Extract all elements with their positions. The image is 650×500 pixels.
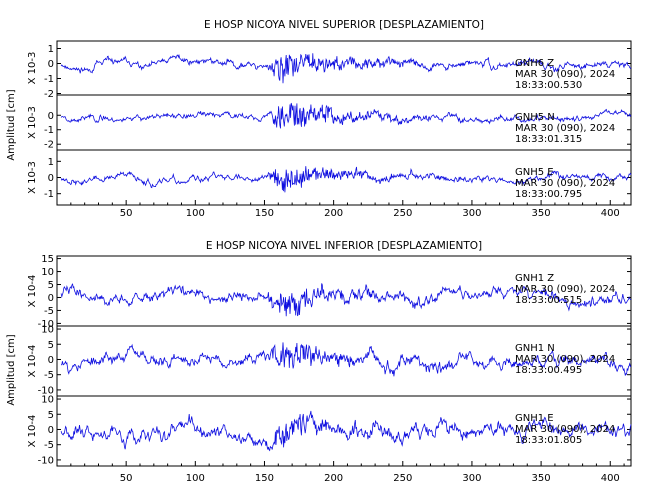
- waveform-line: [60, 53, 632, 84]
- station-label: GNH1 E: [515, 413, 554, 424]
- y-tick-label: 10: [41, 325, 54, 336]
- station-label: GNH5 N: [515, 112, 555, 123]
- time-label: 18:33:00.530: [515, 80, 582, 91]
- x-tick-label: 250: [393, 473, 412, 484]
- y-tick-label: 15: [41, 254, 54, 265]
- y-tick-label: 5: [48, 410, 54, 421]
- y-tick-label: 0: [48, 111, 54, 122]
- y-tick-label: -10: [38, 385, 54, 396]
- y-tick-label: -1: [44, 189, 54, 200]
- panel-title: E HOSP NICOYA NIVEL SUPERIOR [DESPLAZAMI…: [204, 19, 484, 31]
- scale-label: X 10-3: [27, 106, 38, 139]
- waveform-line: [60, 166, 632, 193]
- panel-title: E HOSP NICOYA NIVEL INFERIOR [DESPLAZAMI…: [206, 240, 482, 252]
- waveform-line: [61, 342, 632, 377]
- y-tick-label: -1: [44, 125, 54, 136]
- date-label: MAR 30 (090), 2024: [515, 424, 615, 435]
- x-tick-label: 350: [532, 208, 551, 219]
- station-label: GNH1 N: [515, 343, 555, 354]
- waveform-line: [60, 102, 632, 129]
- x-tick-label: 150: [255, 473, 274, 484]
- date-label: MAR 30 (090), 2024: [515, 178, 615, 189]
- waveform-line: [60, 410, 632, 452]
- date-label: MAR 30 (090), 2024: [515, 123, 615, 134]
- date-label: MAR 30 (090), 2024: [515, 354, 615, 365]
- y-axis-label: Amplitud [cm]: [6, 89, 17, 160]
- y-tick-label: 10: [41, 267, 54, 278]
- x-tick-label: 400: [601, 208, 620, 219]
- time-label: 18:33:00.795: [515, 189, 582, 200]
- y-tick-label: -5: [44, 440, 54, 451]
- y-tick-label: 5: [48, 340, 54, 351]
- x-tick-label: 350: [532, 473, 551, 484]
- y-tick-label: 5: [48, 280, 54, 291]
- panel-superior: E HOSP NICOYA NIVEL SUPERIOR [DESPLAZAMI…: [6, 19, 632, 219]
- y-tick-label: 10: [41, 395, 54, 406]
- y-tick-label: 0: [48, 425, 54, 436]
- y-tick-label: 0: [48, 173, 54, 184]
- station-label: GNH6 Z: [515, 58, 554, 69]
- x-tick-label: 300: [462, 473, 481, 484]
- scale-label: X 10-3: [27, 161, 38, 194]
- y-tick-label: 0: [48, 59, 54, 70]
- y-tick-label: -5: [44, 370, 54, 381]
- y-tick-label: -5: [44, 306, 54, 317]
- y-tick-label: -10: [38, 319, 54, 330]
- x-tick-label: 50: [120, 473, 133, 484]
- y-tick-label: -2: [44, 89, 54, 100]
- x-tick-label: 100: [186, 208, 205, 219]
- date-label: MAR 30 (090), 2024: [515, 69, 615, 80]
- y-tick-label: 1: [48, 157, 54, 168]
- x-tick-label: 100: [186, 473, 205, 484]
- time-label: 18:33:00.495: [515, 365, 582, 376]
- scale-label: X 10-3: [27, 52, 38, 85]
- y-axis-label: Amplitud [cm]: [6, 334, 17, 405]
- x-tick-label: 50: [120, 208, 133, 219]
- time-label: 18:33:00.515: [515, 295, 582, 306]
- station-label: GNH1 Z: [515, 273, 554, 284]
- y-tick-label: -10: [38, 455, 54, 466]
- x-tick-label: 200: [324, 473, 343, 484]
- station-label: GNH5 E: [515, 167, 554, 178]
- scale-label: X 10-4: [27, 275, 38, 308]
- y-tick-label: 0: [48, 355, 54, 366]
- y-tick-label: -2: [44, 140, 54, 151]
- x-tick-label: 300: [462, 208, 481, 219]
- scale-label: X 10-4: [27, 345, 38, 378]
- scale-label: X 10-4: [27, 415, 38, 448]
- x-tick-label: 200: [324, 208, 343, 219]
- y-tick-label: -1: [44, 74, 54, 85]
- x-tick-label: 150: [255, 208, 274, 219]
- y-tick-label: 0: [48, 293, 54, 304]
- trace-frame: [56, 395, 632, 467]
- date-label: MAR 30 (090), 2024: [515, 284, 615, 295]
- time-label: 18:33:01.315: [515, 134, 582, 145]
- waveform-line: [60, 283, 632, 317]
- panel-inferior: E HOSP NICOYA NIVEL INFERIOR [DESPLAZAMI…: [6, 240, 632, 484]
- x-tick-label: 400: [601, 473, 620, 484]
- time-label: 18:33:01.805: [515, 435, 582, 446]
- y-tick-label: 1: [48, 44, 54, 55]
- x-tick-label: 250: [393, 208, 412, 219]
